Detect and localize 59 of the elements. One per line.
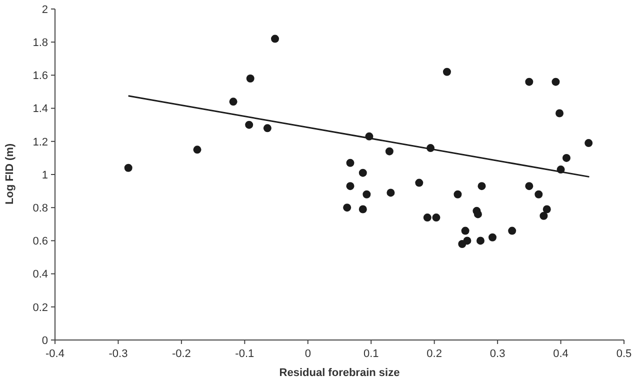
point [346, 182, 354, 190]
y-tick-label: 0.8 [32, 202, 48, 214]
y-tick-label: 0.6 [32, 236, 48, 248]
point [346, 158, 354, 167]
point [542, 205, 551, 214]
x-tick-label: -0.2 [172, 348, 191, 360]
x-tick-label: 0.2 [426, 348, 442, 360]
y-tick-label: 0.2 [32, 302, 48, 314]
y-tick-label: 1.6 [32, 70, 48, 82]
point [193, 146, 202, 154]
point [343, 204, 352, 212]
x-tick-label: 0.4 [553, 348, 568, 360]
point [246, 74, 254, 83]
point [474, 210, 482, 218]
point [540, 212, 548, 220]
x-axis-title: Residual forebrain size [279, 367, 400, 379]
point [229, 98, 238, 106]
x-tick-label: 0.5 [616, 348, 632, 360]
y-tick-label: 0 [42, 334, 48, 347]
point [552, 78, 560, 86]
point [556, 109, 564, 118]
point [534, 190, 543, 198]
x-tick-label: 0.3 [490, 348, 506, 360]
point [385, 147, 394, 156]
y-tick-label: 2 [42, 4, 48, 16]
point [476, 236, 484, 245]
point [358, 168, 367, 177]
point [263, 124, 272, 132]
point [584, 139, 593, 148]
point [358, 205, 367, 214]
x-tick-label: -0.4 [46, 348, 64, 360]
point [461, 226, 470, 235]
point [454, 190, 462, 198]
point [245, 120, 254, 129]
point [362, 190, 371, 198]
y-tick-label: 0.4 [32, 268, 48, 281]
point [478, 182, 486, 190]
point [525, 78, 534, 86]
point [463, 236, 472, 245]
x-tick-label: -0.1 [235, 348, 254, 360]
point [124, 164, 132, 172]
point [271, 34, 280, 43]
point [423, 214, 432, 222]
point [442, 68, 451, 76]
x-tick-label: -0.3 [108, 348, 128, 360]
y-tick-label: 1 [42, 169, 48, 182]
point [432, 214, 440, 222]
point [562, 154, 570, 162]
y-tick-label: 1.2 [32, 136, 48, 148]
point [525, 182, 534, 190]
y-tick-label: 1.4 [32, 103, 48, 116]
point [415, 178, 424, 187]
x-tick-label: 0.1 [363, 348, 379, 360]
y-axis-title: Log FID (m) [4, 143, 16, 205]
y-tick-label: 1.8 [32, 36, 48, 49]
point [488, 233, 496, 242]
point [508, 226, 516, 235]
x-tick-label: 0 [304, 348, 311, 360]
point [386, 188, 395, 197]
